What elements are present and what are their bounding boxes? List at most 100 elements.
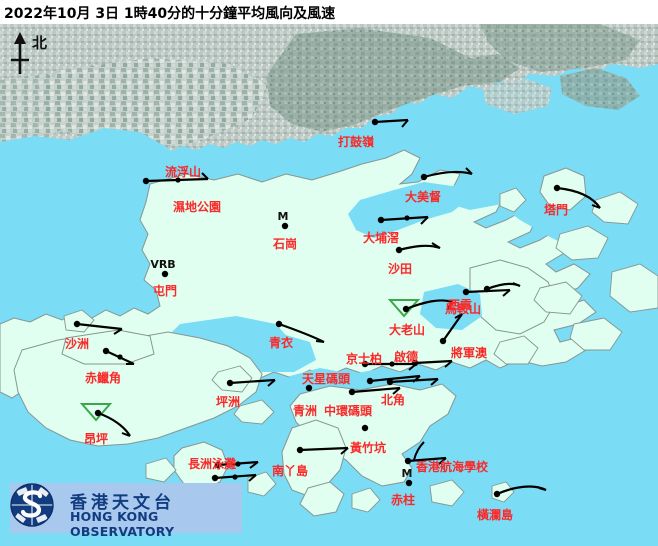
mainland-island-northeast (560, 68, 640, 110)
wind-barb-north-point (386, 377, 439, 386)
wind-barb-layer (73, 118, 601, 498)
station-label: 坪洲 (215, 395, 241, 409)
station-label: 南丫島 (271, 464, 309, 478)
wind-barb-kings-park (361, 360, 417, 371)
station-dot-stanley (405, 479, 413, 487)
wind-barb-sha-tin (395, 242, 441, 254)
station-label: 昂坪 (83, 432, 109, 446)
station-label: 馬鞍山 (444, 302, 482, 316)
station-label: 流浮山 (164, 165, 202, 179)
chek-lap-kok-airport (61, 329, 155, 365)
wind-barb-tai-mei-tuk (420, 167, 473, 181)
station-label: 赤柱 (390, 493, 416, 507)
wind-barb-lamma-island (296, 446, 349, 455)
wind-barb-tseung-kwan-o (439, 313, 463, 345)
page-title: 2022年10月 3日 1時40分的十分鐘平均風向及風速 (4, 6, 336, 22)
station-label: 沙田 (387, 262, 413, 276)
wind-barb-ta-kwu-ling (371, 118, 409, 128)
wind-barb-sai-kung (483, 282, 521, 293)
station-label: 大老山 (388, 323, 426, 337)
station-label: 中環碼頭 (323, 404, 373, 418)
cheung-chau-islet (145, 457, 177, 483)
mainland-coast-strip-east (482, 78, 552, 114)
station-label: 大美督 (404, 190, 442, 204)
station-label: 青衣 (268, 336, 294, 350)
hko-emblem-icon (10, 483, 54, 527)
wind-barb-tap-mun (553, 184, 601, 209)
station-label: 天星碼頭 (301, 372, 351, 386)
tolo-harbour-water (348, 182, 470, 238)
station-label: 青洲 (292, 404, 318, 418)
station-label: 石崗 (272, 237, 298, 251)
wind-barb-hk-sea-school (404, 441, 447, 465)
ne-islet-1 (499, 187, 527, 213)
north-arrow-icon (11, 32, 29, 74)
station-label: 西貢 (447, 298, 473, 312)
wind-barb-tai-po-kau (377, 215, 429, 225)
station-label: 濕地公園 (172, 200, 222, 214)
station-label: 沙洲 (64, 337, 90, 351)
hei-ling-chau-island (233, 399, 275, 425)
sai-kung-islet-2 (569, 317, 623, 351)
wind-barb-tates-cairn (387, 299, 453, 318)
station-label: 北角 (380, 393, 406, 407)
station-label: 啟德 (393, 350, 419, 364)
missing-data-marker: M (277, 210, 289, 223)
station-label: 大埔滘 (362, 231, 400, 245)
missing-data-marker: M (401, 467, 413, 480)
map-canvas[interactable]: 北 打鼓嶺流浮山濕地公園石崗 M 大美督塔門大埔滘沙田屯門 VRB 馬鞍山青衣 大老山 西貢… (0, 24, 658, 546)
mainland-urban-patch-shenzhen (40, 58, 268, 150)
wind-barb-ngong-ping (79, 403, 131, 437)
wind-barb-star-ferry (366, 374, 421, 385)
station-label: 塔門 (543, 203, 569, 217)
south-islet-2 (351, 487, 381, 513)
station-label: 屯門 (152, 284, 178, 298)
wind-barb-cheung-chau-beach (214, 460, 259, 469)
north-arrow: 北 (6, 30, 62, 80)
mainland-vegetation-patch-1 (266, 28, 520, 132)
title-bar: 2022年10月 3日 1時40分的十分鐘平均風向及風速 (0, 0, 658, 24)
map-graphics (0, 24, 658, 546)
mainland-urban-patch-west (0, 74, 74, 150)
sai-kung-islet-3 (493, 335, 539, 365)
wind-barb-tsing-yi (275, 320, 325, 343)
variable-wind-marker: VRB (150, 258, 176, 271)
ne-islet-4 (609, 263, 658, 313)
hko-logo-chinese: 香港天文台 (70, 493, 175, 513)
mainland-vegetation-patch-2 (480, 24, 640, 72)
peng-chau-island (211, 365, 253, 393)
ne-islet-3 (555, 225, 609, 261)
wind-barb-peng-chau (226, 378, 276, 387)
hko-logo: 香港天文台 HONG KONG OBSERVATORY (10, 483, 242, 539)
station-label: 橫瀾島 (476, 508, 514, 522)
station-label: 黃竹坑 (349, 441, 387, 455)
wind-barb-cheung-chau (211, 473, 257, 482)
station-label: 將軍澳 (450, 346, 488, 360)
wind-barb-chek-lap-kok (102, 347, 135, 365)
wind-barb-waglan-island (493, 485, 547, 498)
wind-barb-lau-fau-shan (142, 172, 209, 185)
wind-barb-kai-tak (411, 359, 453, 368)
wind-barb-sha-chau (73, 320, 123, 335)
station-label: 長洲泳灘 (187, 457, 237, 471)
north-label: 北 (32, 34, 48, 52)
sai-kung-bay-water (420, 284, 482, 330)
deep-bay-water (0, 128, 186, 190)
po-toi-islet (429, 479, 465, 507)
station-label: 京士柏 (345, 352, 383, 366)
station-label: 香港航海學校 (415, 460, 489, 474)
station-label: 打鼓嶺 (337, 135, 375, 149)
gale-triangle-icon (79, 403, 113, 422)
south-islet-1 (247, 471, 277, 497)
hko-logo-english: HONG KONG OBSERVATORY (70, 509, 175, 539)
sai-kung-islet-1 (533, 281, 583, 315)
ne-islet-2 (591, 191, 639, 225)
station-dot-wong-chuk-hang (361, 424, 369, 432)
station-label: 赤鱲角 (84, 371, 122, 385)
station-dot-tuen-mun (161, 270, 169, 278)
lamma-south-lobe (299, 481, 345, 517)
station-dot-green-island (305, 384, 313, 392)
wind-barb-central-pier (348, 386, 401, 396)
station-dot-shek-kong (281, 222, 289, 230)
